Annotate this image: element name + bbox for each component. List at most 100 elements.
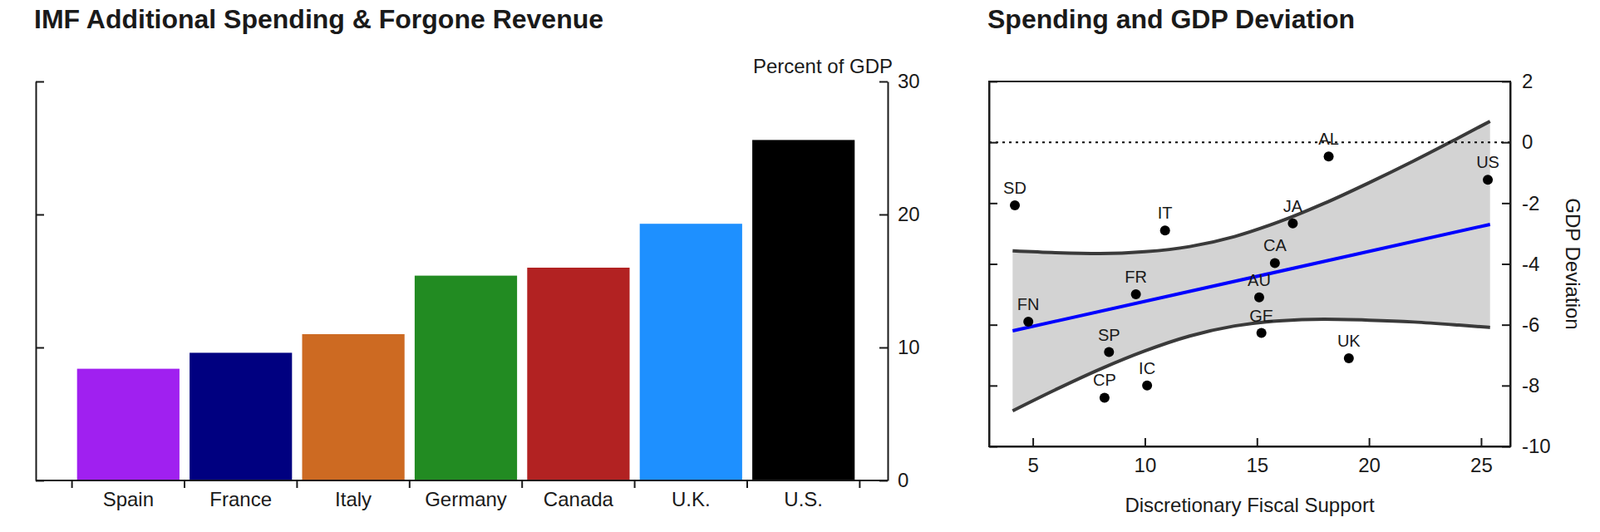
band-upper-edge bbox=[1012, 121, 1490, 254]
axis-line bbox=[887, 82, 890, 482]
point-label: CA bbox=[1263, 236, 1287, 255]
tick-mark bbox=[879, 214, 888, 217]
axis-title: GDP Deviation bbox=[1561, 197, 1585, 330]
tick-mark bbox=[989, 384, 998, 387]
point-label: CP bbox=[1092, 370, 1117, 389]
tick bbox=[35, 347, 45, 349]
axis-line bbox=[989, 446, 1512, 448]
point bbox=[1131, 289, 1142, 300]
tick bbox=[35, 214, 45, 216]
tick-label: 5 bbox=[1027, 453, 1039, 477]
tick-label: France bbox=[209, 487, 272, 511]
bar bbox=[414, 275, 517, 481]
bar bbox=[640, 223, 743, 481]
tick-label: 10 bbox=[1134, 453, 1157, 477]
x-axis: 5 10 15 20 25 bbox=[989, 438, 1512, 477]
tick-mark bbox=[1144, 438, 1147, 447]
tick-mark bbox=[1256, 438, 1259, 447]
point-label: IT bbox=[1157, 203, 1173, 222]
chart-title: IMF Additional Spending & Forgone Revenu… bbox=[34, 4, 604, 35]
tick bbox=[35, 81, 45, 83]
band-lower-edge bbox=[1012, 319, 1490, 411]
bar bbox=[189, 352, 292, 481]
bar bbox=[752, 139, 855, 481]
tick-label: U.S. bbox=[783, 487, 823, 511]
tick-label: 20 bbox=[1358, 453, 1381, 477]
tick: 0 bbox=[879, 468, 909, 492]
tick bbox=[989, 202, 998, 204]
tick-mark bbox=[989, 263, 998, 266]
y-axis-left bbox=[35, 82, 45, 482]
point bbox=[1009, 200, 1020, 211]
tick: Canada bbox=[543, 487, 615, 511]
point-label: SD bbox=[1003, 178, 1027, 197]
axis-title: Percent of GDP bbox=[753, 54, 893, 78]
point bbox=[1103, 347, 1114, 358]
tick: 10 bbox=[879, 335, 921, 359]
tick bbox=[989, 81, 998, 83]
axis-title: Discretionary Fiscal Support bbox=[1124, 493, 1374, 517]
tick-label: 15 bbox=[1245, 453, 1269, 477]
chart-title: Spending and GDP Deviation bbox=[987, 4, 1355, 35]
tick-mark bbox=[989, 202, 998, 205]
point bbox=[1142, 380, 1152, 391]
tick-mark bbox=[1501, 202, 1511, 205]
tick-label: -10 bbox=[1521, 434, 1551, 458]
tick-label: 10 bbox=[897, 335, 921, 359]
point bbox=[1254, 292, 1265, 303]
tick-label: U.K. bbox=[671, 487, 711, 511]
tick: 5 bbox=[1027, 438, 1039, 477]
point bbox=[1324, 151, 1335, 162]
tick-mark bbox=[1501, 263, 1511, 266]
tick-mark bbox=[35, 480, 45, 483]
point bbox=[1482, 174, 1493, 185]
tick-label: -2 bbox=[1521, 192, 1540, 215]
tick: 10 bbox=[1134, 438, 1157, 477]
tick-mark bbox=[989, 142, 998, 144]
point-label: GE bbox=[1249, 306, 1274, 325]
tick: France bbox=[209, 487, 272, 511]
tick-mark bbox=[1501, 81, 1511, 84]
plot-frame bbox=[989, 81, 1511, 447]
tick-mark bbox=[35, 81, 45, 84]
tick-mark bbox=[989, 324, 998, 326]
tick: U.K. bbox=[671, 487, 711, 511]
tick-label: 2 bbox=[1521, 69, 1533, 93]
tick-mark bbox=[1480, 438, 1482, 447]
point-label: JA bbox=[1283, 196, 1304, 216]
tick: 20 bbox=[879, 202, 921, 226]
tick bbox=[35, 480, 45, 482]
tick-label: 20 bbox=[897, 202, 921, 226]
tick bbox=[989, 324, 998, 326]
x-axis: SpainFranceItalyGermanyCanadaU.K.U.S. bbox=[103, 487, 823, 511]
tick: Italy bbox=[334, 487, 372, 511]
tick bbox=[989, 142, 998, 143]
tick: 0 bbox=[1501, 130, 1533, 153]
tick-label: Spain bbox=[103, 487, 154, 511]
point-labels: SDFNITFRSPCPICALUSJACAAUGEUK bbox=[1003, 129, 1500, 389]
tick: 20 bbox=[1358, 438, 1381, 477]
reference-line bbox=[989, 141, 1511, 143]
tick-label: -6 bbox=[1521, 313, 1540, 336]
y-axis: 0102030 bbox=[879, 69, 921, 492]
tick: -6 bbox=[1501, 313, 1540, 336]
point bbox=[1160, 225, 1171, 236]
point bbox=[1099, 392, 1110, 403]
frame-line bbox=[35, 479, 888, 482]
tick-mark bbox=[989, 81, 998, 84]
axis-line bbox=[35, 82, 38, 482]
point-label: SP bbox=[1097, 325, 1121, 345]
point-label: US bbox=[1476, 152, 1500, 172]
category-separator bbox=[858, 480, 861, 488]
tick-mark bbox=[1501, 384, 1511, 387]
tick: -2 bbox=[1501, 192, 1540, 215]
bar-chart: IMF Additional Spending & Forgone Revenu… bbox=[34, 4, 921, 511]
point bbox=[1256, 328, 1267, 339]
tick: U.S. bbox=[783, 487, 823, 511]
tick-mark bbox=[1368, 438, 1371, 447]
tick: 2 bbox=[1501, 69, 1533, 93]
tick-label: 25 bbox=[1470, 453, 1493, 477]
point-label: IC bbox=[1138, 359, 1156, 378]
tick bbox=[989, 264, 998, 266]
category-separator bbox=[634, 480, 636, 488]
